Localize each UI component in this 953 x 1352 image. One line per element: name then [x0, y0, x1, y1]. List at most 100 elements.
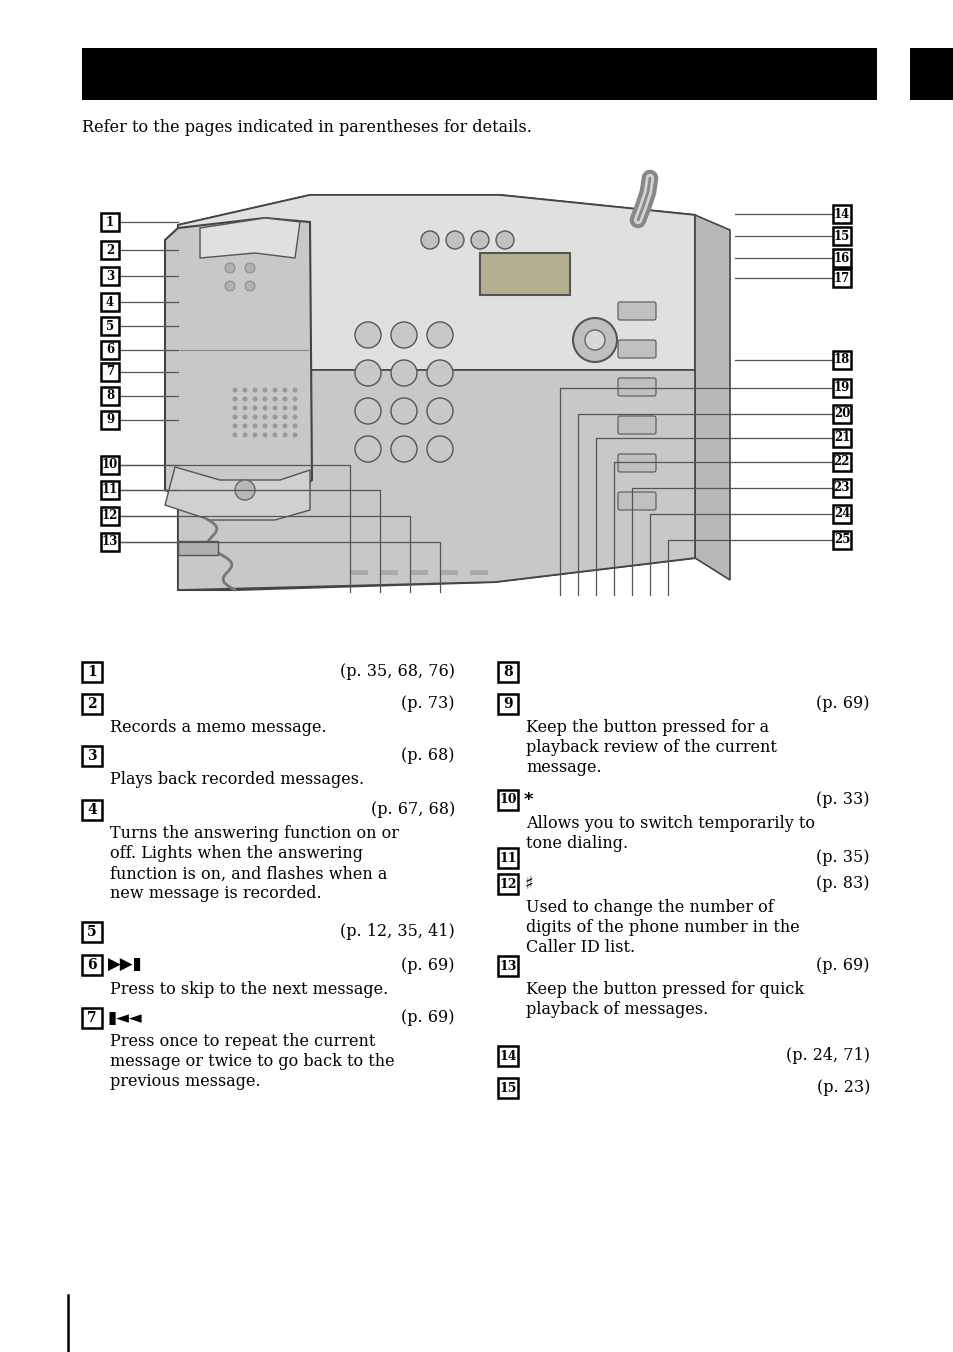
Circle shape	[242, 388, 247, 392]
Circle shape	[282, 396, 287, 402]
Bar	[479, 253, 569, 295]
Bar	[82, 800, 102, 821]
Text: 17: 17	[833, 272, 849, 284]
Text: 7: 7	[106, 365, 114, 379]
Text: (p. 69): (p. 69)	[816, 957, 869, 975]
Bar	[497, 790, 517, 810]
Bar	[832, 506, 850, 523]
Circle shape	[245, 264, 254, 273]
Circle shape	[262, 415, 267, 419]
Circle shape	[233, 423, 237, 429]
Circle shape	[234, 480, 254, 500]
Text: 6: 6	[87, 959, 96, 972]
Text: 1: 1	[87, 665, 97, 679]
Circle shape	[242, 415, 247, 419]
Text: 8: 8	[502, 665, 513, 679]
Polygon shape	[165, 218, 312, 512]
Bar	[497, 662, 517, 681]
Bar	[101, 387, 119, 406]
Circle shape	[293, 433, 297, 438]
Circle shape	[262, 388, 267, 392]
Circle shape	[293, 415, 297, 419]
Text: 14: 14	[498, 1049, 517, 1063]
Circle shape	[355, 322, 380, 347]
Bar	[470, 571, 488, 575]
Bar	[909, 49, 953, 100]
Text: (p. 69): (p. 69)	[401, 956, 455, 973]
Circle shape	[355, 360, 380, 387]
Text: 9: 9	[106, 414, 114, 426]
Bar	[832, 269, 850, 287]
Text: Used to change the number of: Used to change the number of	[525, 899, 773, 917]
FancyBboxPatch shape	[618, 301, 656, 320]
Bar	[82, 1009, 102, 1028]
Circle shape	[253, 415, 257, 419]
Bar	[832, 206, 850, 223]
Text: (p. 35, 68, 76): (p. 35, 68, 76)	[339, 664, 455, 680]
Text: (p. 69): (p. 69)	[401, 1010, 455, 1026]
Polygon shape	[178, 195, 695, 589]
Circle shape	[242, 423, 247, 429]
FancyBboxPatch shape	[618, 339, 656, 358]
Text: 7: 7	[87, 1011, 96, 1025]
Text: tone dialing.: tone dialing.	[525, 836, 627, 853]
Bar	[497, 848, 517, 868]
Text: 10: 10	[102, 458, 118, 472]
Text: ▮◄◄: ▮◄◄	[108, 1009, 143, 1028]
Circle shape	[293, 423, 297, 429]
Bar	[101, 241, 119, 260]
Bar	[497, 1046, 517, 1065]
Circle shape	[253, 433, 257, 438]
Text: 24: 24	[833, 507, 849, 521]
Text: Keep the button pressed for a: Keep the button pressed for a	[525, 719, 768, 737]
Circle shape	[584, 330, 604, 350]
Text: 5: 5	[87, 925, 96, 940]
Circle shape	[420, 231, 438, 249]
Bar	[82, 694, 102, 714]
Text: 8: 8	[106, 389, 114, 403]
Text: 21: 21	[833, 431, 849, 445]
Text: Caller ID list.: Caller ID list.	[525, 940, 635, 956]
Text: digits of the phone number in the: digits of the phone number in the	[525, 919, 799, 937]
Text: Press to skip to the next message.: Press to skip to the next message.	[110, 980, 388, 998]
Text: previous message.: previous message.	[110, 1073, 260, 1091]
Text: 3: 3	[87, 749, 96, 763]
Bar	[101, 266, 119, 285]
Circle shape	[471, 231, 489, 249]
Text: (p. 67, 68): (p. 67, 68)	[371, 802, 455, 818]
Circle shape	[262, 423, 267, 429]
Bar	[832, 453, 850, 470]
Circle shape	[273, 396, 277, 402]
Circle shape	[391, 322, 416, 347]
Circle shape	[282, 423, 287, 429]
Circle shape	[282, 388, 287, 392]
Text: 3: 3	[106, 269, 114, 283]
Bar	[439, 571, 457, 575]
Circle shape	[262, 396, 267, 402]
Text: 15: 15	[498, 1082, 517, 1095]
Text: Refer to the pages indicated in parentheses for details.: Refer to the pages indicated in parenthe…	[82, 119, 532, 137]
Text: 4: 4	[106, 296, 114, 308]
Bar	[832, 249, 850, 266]
Bar	[101, 411, 119, 429]
Text: (p. 33): (p. 33)	[816, 791, 869, 808]
Circle shape	[262, 406, 267, 411]
Text: (p. 24, 71): (p. 24, 71)	[785, 1048, 869, 1064]
Text: 11: 11	[498, 852, 517, 864]
Circle shape	[355, 397, 380, 425]
Text: off. Lights when the answering: off. Lights when the answering	[110, 845, 363, 863]
Bar	[82, 955, 102, 975]
Text: new message is recorded.: new message is recorded.	[110, 886, 321, 903]
Bar	[101, 316, 119, 335]
Circle shape	[427, 360, 453, 387]
Circle shape	[293, 396, 297, 402]
Text: 6: 6	[106, 343, 114, 357]
Circle shape	[293, 406, 297, 411]
Bar	[101, 362, 119, 381]
Text: (p. 35): (p. 35)	[816, 849, 869, 867]
Text: message.: message.	[525, 760, 601, 776]
Circle shape	[253, 423, 257, 429]
FancyBboxPatch shape	[618, 416, 656, 434]
Bar	[101, 341, 119, 360]
Bar	[101, 507, 119, 525]
